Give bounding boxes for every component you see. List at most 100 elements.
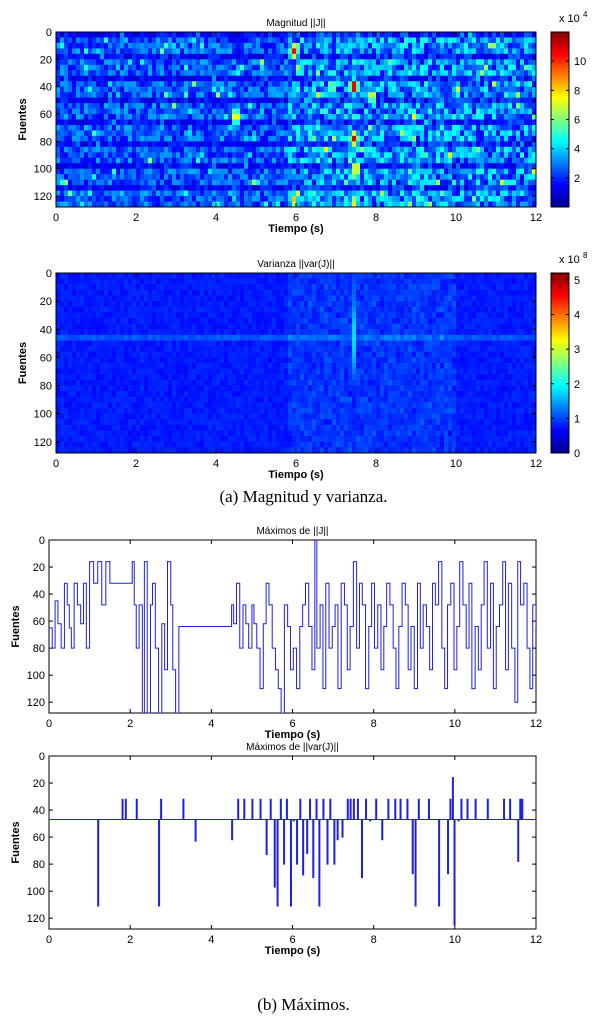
heatmap-cell — [308, 284, 313, 291]
heatmap-cell — [440, 284, 445, 291]
heatmap-cell — [444, 114, 449, 120]
heatmap-cell — [136, 163, 141, 170]
heatmap-cell — [396, 124, 401, 131]
heatmap-cell — [256, 64, 261, 71]
heatmap-cell — [388, 152, 393, 159]
heatmap-cell — [260, 157, 265, 164]
heatmap-cell — [212, 168, 217, 175]
heatmap-cell — [204, 146, 209, 153]
heatmap-cell — [448, 86, 453, 93]
heatmap-cell — [132, 289, 137, 296]
heatmap-cell — [96, 130, 101, 137]
heatmap-cell — [272, 48, 277, 55]
heatmap-cell — [136, 152, 141, 159]
heatmap-cell — [100, 92, 105, 99]
heatmap-cell — [216, 301, 221, 308]
heatmap-cell — [104, 323, 109, 330]
heatmap-cell — [428, 81, 433, 88]
heatmap-cell — [108, 301, 113, 308]
heatmap-cell — [308, 185, 313, 191]
heatmap-cell — [296, 196, 301, 202]
heatmap-cell — [180, 318, 185, 325]
heatmap-cell — [76, 103, 81, 109]
heatmap-cell — [268, 53, 273, 60]
heatmap-cell — [228, 64, 233, 71]
heatmap-cell — [160, 312, 165, 319]
heatmap-cell — [340, 201, 345, 207]
heatmap-cell — [144, 119, 149, 126]
heatmap-cell — [368, 273, 373, 280]
heatmap-cell — [452, 75, 457, 82]
heatmap-cell — [416, 32, 421, 38]
heatmap-cell — [140, 53, 145, 60]
heatmap-cell — [372, 53, 377, 60]
heatmap-cell — [136, 301, 141, 308]
heatmap-cell — [220, 48, 225, 55]
heatmap-cell — [492, 92, 497, 99]
heatmap-cell — [88, 119, 93, 126]
heatmap-cell — [452, 86, 457, 93]
heatmap-cell — [208, 103, 213, 109]
heatmap-cell — [156, 59, 161, 66]
heatmap-cell — [280, 306, 285, 313]
heatmap-cell — [128, 196, 133, 202]
heatmap-cell — [200, 103, 205, 109]
heatmap-cell — [428, 318, 433, 325]
heatmap-cell — [476, 196, 481, 202]
heatmap-cell — [160, 196, 165, 202]
heatmap-cell — [196, 81, 201, 88]
heatmap-cell — [488, 295, 493, 302]
heatmap-cell — [312, 201, 317, 207]
heatmap-cell — [68, 42, 73, 49]
heatmap-cell — [220, 284, 225, 291]
heatmap-cell — [440, 70, 445, 77]
heatmap-cell — [484, 273, 489, 280]
heatmap-cell — [492, 284, 497, 291]
heatmap-cell — [144, 86, 149, 93]
heatmap-cell — [448, 42, 453, 49]
heatmap-cell — [96, 59, 101, 66]
heatmap-cell — [532, 32, 536, 38]
heatmap-cell — [340, 295, 345, 302]
heatmap-cell — [360, 174, 365, 181]
heatmap-cell — [432, 295, 437, 302]
heatmap-cell — [156, 190, 161, 197]
heatmap-cell — [416, 273, 421, 280]
heatmap-cell — [336, 301, 341, 308]
heatmap-cell — [224, 108, 229, 115]
heatmap-cell — [228, 92, 233, 99]
heatmap-cell — [264, 130, 269, 137]
heatmap-cell — [292, 295, 297, 302]
heatmap-cell — [496, 306, 501, 313]
heatmap-cell — [276, 273, 281, 280]
heatmap-cell — [92, 92, 97, 99]
heatmap-cell — [160, 318, 165, 325]
heatmap-cell — [360, 32, 365, 38]
heatmap-cell — [320, 318, 325, 325]
heatmap-cell — [168, 92, 173, 99]
heatmap-cell — [512, 163, 517, 170]
heatmap-cell — [440, 196, 445, 202]
heatmap-cell — [200, 185, 205, 191]
heatmap-cell — [352, 32, 357, 38]
heatmap-cell — [156, 42, 161, 49]
heatmap-cell — [236, 86, 241, 93]
heatmap-cell — [240, 295, 245, 302]
heatmap-cell — [84, 114, 89, 120]
heatmap-cell — [88, 163, 93, 170]
heatmap-cell — [360, 103, 365, 109]
heatmap-cell — [368, 278, 373, 285]
heatmap-cell — [84, 157, 89, 164]
heatmap-cell — [268, 141, 273, 148]
heatmap-cell — [520, 289, 525, 296]
heatmap-cell — [408, 289, 413, 296]
heatmap-cell — [328, 32, 333, 38]
heatmap-cell — [156, 157, 161, 164]
heatmap-cell — [464, 295, 469, 302]
heatmap-cell — [424, 81, 429, 88]
heatmap-cell — [432, 278, 437, 285]
heatmap-cell — [504, 141, 509, 148]
heatmap-cell — [212, 146, 217, 153]
heatmap-cell — [324, 157, 329, 164]
heatmap-cell — [276, 81, 281, 88]
